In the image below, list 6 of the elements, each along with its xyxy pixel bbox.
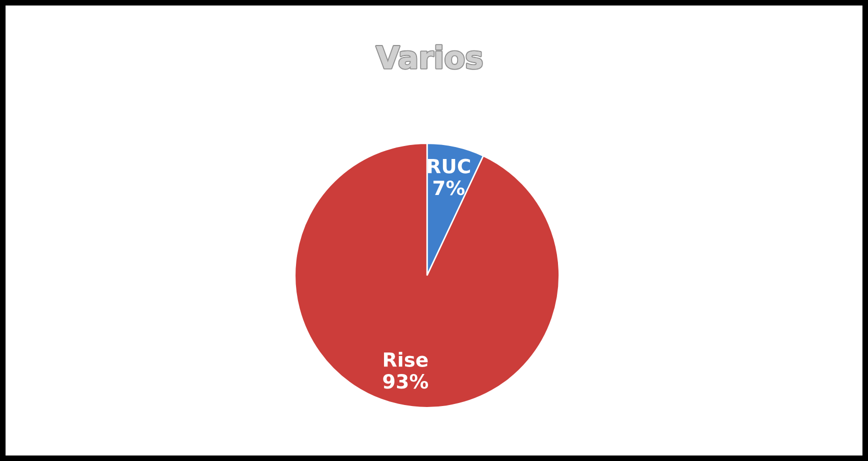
slice-label: RUC [428, 158, 470, 174]
data-label: 7% [433, 180, 465, 196]
data-label: 93% [383, 374, 428, 389]
pie-slice [294, 142, 560, 408]
slice-label: Rise [384, 352, 428, 367]
chart-title: Varios [376, 45, 482, 69]
